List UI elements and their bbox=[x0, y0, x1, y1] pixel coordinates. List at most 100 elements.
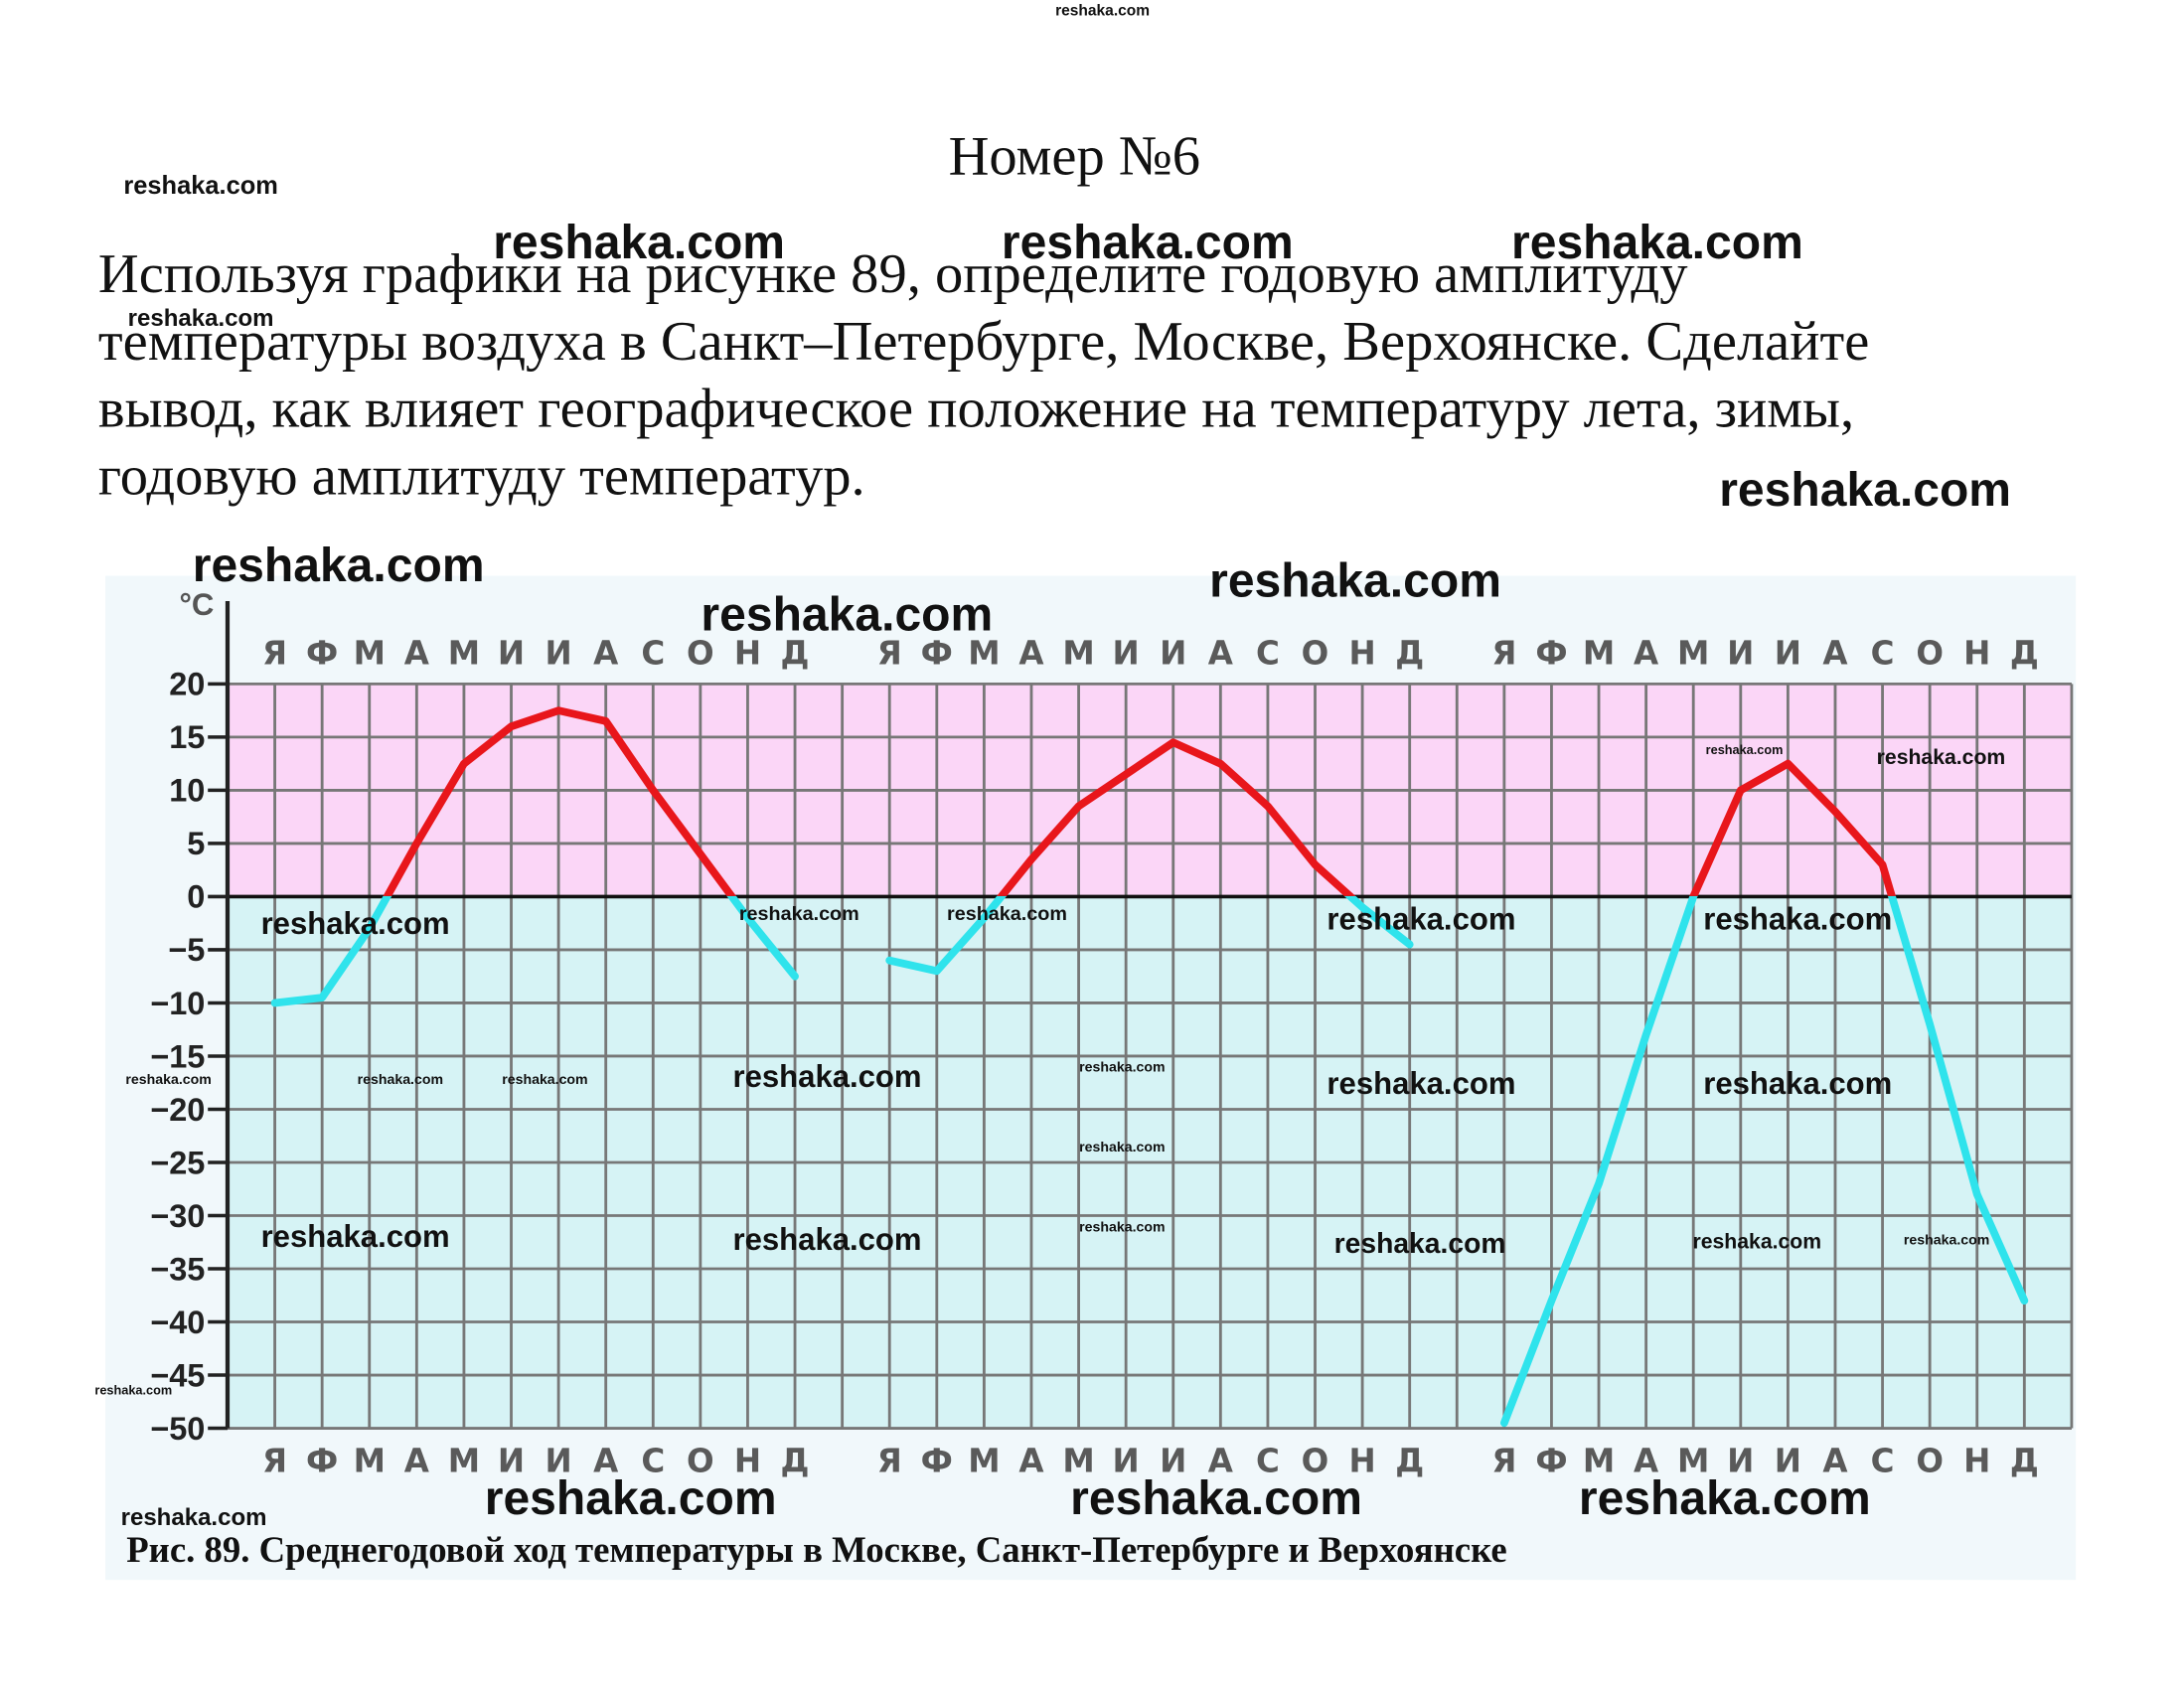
watermark: reshaka.com bbox=[1055, 3, 1150, 20]
temperature-line-negative bbox=[885, 895, 1414, 976]
month-label-bottom: А bbox=[1208, 1442, 1233, 1479]
y-tick-label: −20 bbox=[150, 1092, 205, 1128]
y-tick-label: −35 bbox=[150, 1251, 205, 1287]
month-label-top: О bbox=[1916, 635, 1944, 673]
month-label-top: Д bbox=[1395, 635, 1424, 673]
month-label-bottom: А bbox=[1634, 1442, 1658, 1479]
month-label-bottom: Я bbox=[877, 1442, 902, 1479]
y-tick-label: 5 bbox=[187, 826, 205, 861]
watermark: reshaka.com bbox=[1079, 1059, 1165, 1075]
chart: 20 15 10 5 0 −5 −10 −15 −20 −25 −30 −35 −40 −45 −50 °C Я… bbox=[150, 587, 2074, 1479]
month-label-top: А bbox=[1018, 635, 1043, 673]
month-label-top: И bbox=[546, 635, 572, 673]
watermark: reshaka.com bbox=[1719, 464, 2011, 517]
y-tick-label: −30 bbox=[150, 1198, 205, 1234]
month-label-top: А bbox=[1822, 635, 1847, 673]
month-label-bottom: Н bbox=[1348, 1442, 1375, 1479]
watermark: reshaka.com bbox=[485, 1472, 777, 1525]
month-label-top: А bbox=[593, 635, 618, 673]
y-tick-label: −15 bbox=[150, 1038, 205, 1074]
month-label-bottom: И bbox=[1727, 1442, 1754, 1479]
y-tick-label: −5 bbox=[168, 932, 205, 968]
problem-line: температуры воздуха в Санкт–Петербурге, … bbox=[98, 311, 1869, 373]
watermark: reshaka.com bbox=[358, 1071, 443, 1087]
watermark: reshaka.com bbox=[1079, 1219, 1165, 1235]
month-label-top: М bbox=[354, 635, 386, 673]
month-label-top: Д bbox=[781, 635, 810, 673]
month-label-top: Д bbox=[2010, 635, 2039, 673]
caption: Рис. 89. Среднегодовой ход температуры в… bbox=[126, 1529, 1506, 1570]
month-label-bottom: И bbox=[1160, 1442, 1186, 1479]
watermark: reshaka.com bbox=[193, 539, 485, 592]
watermark: reshaka.com bbox=[1002, 217, 1294, 269]
watermark: reshaka.com bbox=[1703, 1066, 1892, 1101]
y-tick-label: −40 bbox=[150, 1305, 205, 1340]
month-label-bottom: И bbox=[1113, 1442, 1140, 1479]
month-label-top: А bbox=[1208, 635, 1233, 673]
month-label-top: И bbox=[1160, 635, 1186, 673]
month-label-bottom: А bbox=[593, 1442, 618, 1479]
month-label-bottom: М bbox=[1677, 1442, 1709, 1479]
month-label-top: С bbox=[1256, 635, 1280, 673]
watermark: reshaka.com bbox=[1511, 217, 1803, 269]
watermark: reshaka.com bbox=[261, 906, 450, 941]
month-label-bottom: Д bbox=[2010, 1442, 2039, 1479]
watermark: reshaka.com bbox=[1579, 1472, 1871, 1525]
month-label-top: Я bbox=[1491, 635, 1516, 673]
watermark: reshaka.com bbox=[128, 305, 274, 332]
watermark: reshaka.com bbox=[733, 1222, 922, 1257]
month-label-top: И bbox=[1727, 635, 1754, 673]
watermark: reshaka.com bbox=[1079, 1139, 1165, 1154]
month-label-top: Я bbox=[877, 635, 902, 673]
watermarks: reshaka.com reshaka.com reshaka.com reshaka… bbox=[94, 3, 2011, 1532]
month-label-bottom: И bbox=[546, 1442, 572, 1479]
watermark: reshaka.com bbox=[261, 1219, 450, 1254]
month-label-bottom: С bbox=[1256, 1442, 1280, 1479]
watermark: reshaka.com bbox=[1877, 746, 2006, 769]
month-label-bottom: О bbox=[1916, 1442, 1944, 1479]
month-label-top: М bbox=[1062, 635, 1094, 673]
temperature-line-positive bbox=[1689, 759, 1896, 896]
month-label-bottom: И bbox=[498, 1442, 525, 1479]
month-label-bottom: А bbox=[1822, 1442, 1847, 1479]
month-label-top: С bbox=[1871, 635, 1895, 673]
y-tick-label: −10 bbox=[150, 986, 205, 1021]
watermark: reshaka.com bbox=[1070, 1472, 1362, 1525]
month-label-top: С bbox=[641, 635, 665, 673]
watermark: reshaka.com bbox=[733, 1059, 922, 1094]
month-label-bottom: О bbox=[687, 1442, 714, 1479]
y-axis-label: °C bbox=[179, 587, 214, 622]
month-label-top: Ф bbox=[306, 635, 338, 673]
watermark: reshaka.com bbox=[1334, 1227, 1506, 1259]
month-label-top: Н bbox=[1348, 635, 1375, 673]
y-tick-label: 15 bbox=[169, 719, 205, 755]
month-label-bottom: А bbox=[404, 1442, 429, 1479]
month-label-top: М bbox=[1583, 635, 1615, 673]
month-label-bottom: С bbox=[1871, 1442, 1895, 1479]
problem-text: Используя графики на рисунке 89, определ… bbox=[98, 243, 1869, 508]
watermark: reshaka.com bbox=[1706, 742, 1784, 757]
watermark: reshaka.com bbox=[1703, 902, 1892, 937]
watermark: reshaka.com bbox=[123, 172, 278, 200]
problem-line: Используя графики на рисунке 89, определ… bbox=[98, 243, 1688, 305]
temperature-line-negative bbox=[1499, 895, 2029, 1428]
watermark: reshaka.com bbox=[1209, 555, 1501, 608]
watermark: reshaka.com bbox=[502, 1071, 587, 1087]
watermark: reshaka.com bbox=[1693, 1231, 1822, 1254]
month-label-bottom: С bbox=[641, 1442, 665, 1479]
y-tick-label: 0 bbox=[187, 879, 205, 915]
month-label-bottom: Д bbox=[1395, 1442, 1424, 1479]
month-label-bottom: М bbox=[448, 1442, 480, 1479]
month-label-top: М bbox=[1677, 635, 1709, 673]
month-label-top: М bbox=[448, 635, 480, 673]
month-label-bottom: Ф bbox=[1535, 1442, 1567, 1479]
month-label-top: Ф bbox=[1535, 635, 1567, 673]
month-label-bottom: М bbox=[1062, 1442, 1094, 1479]
month-label-top: И bbox=[1775, 635, 1801, 673]
month-label-bottom: Я bbox=[1491, 1442, 1516, 1479]
watermark: reshaka.com bbox=[94, 1383, 172, 1398]
y-tick-label: −50 bbox=[150, 1411, 205, 1447]
month-label-bottom: Н bbox=[734, 1442, 761, 1479]
month-label-top: Н bbox=[734, 635, 761, 673]
